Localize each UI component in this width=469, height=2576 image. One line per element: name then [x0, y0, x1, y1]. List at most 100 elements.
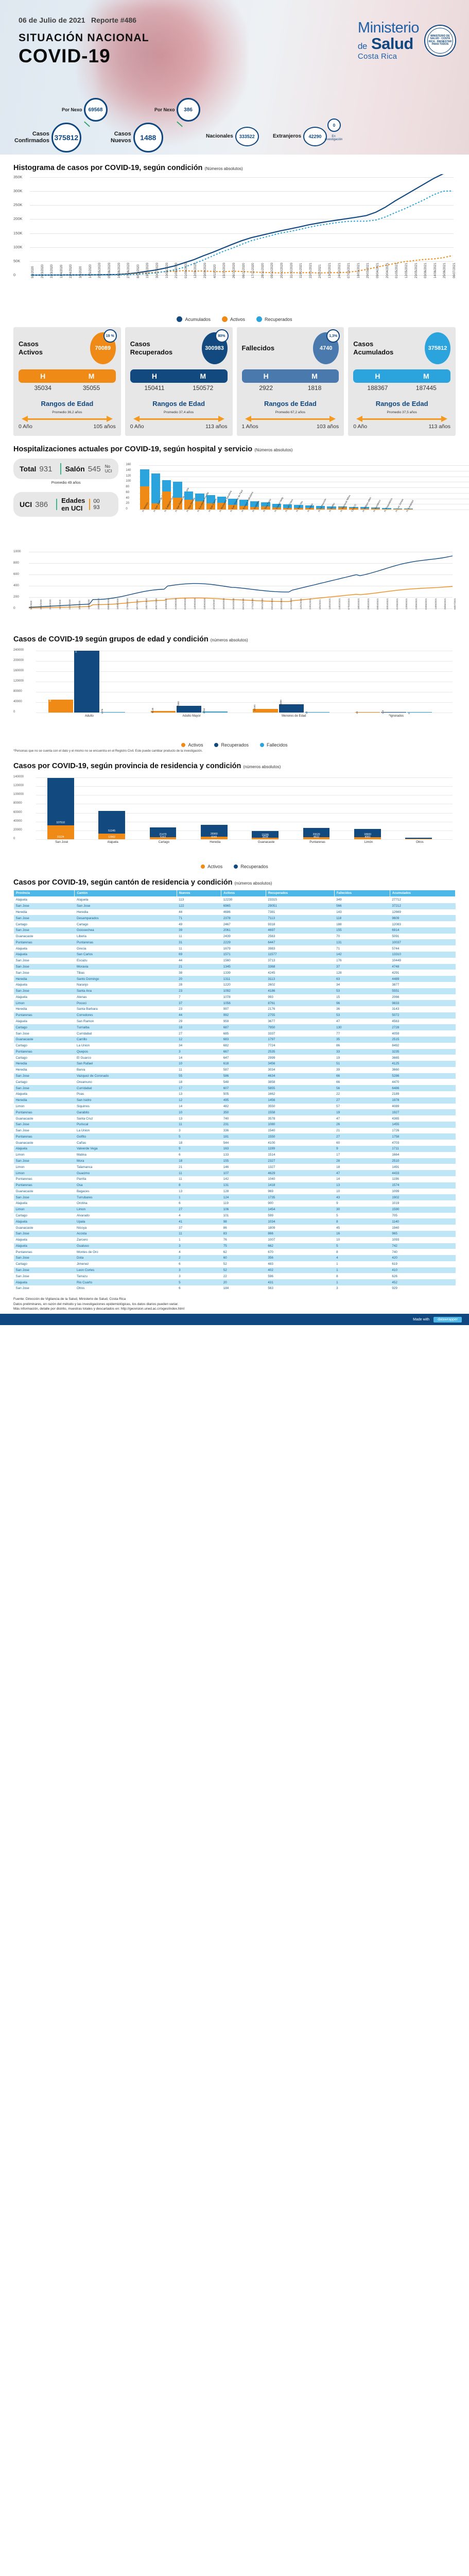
- uci-pill: UCI 386 Edades en UCI 00 93: [13, 492, 119, 517]
- bar-category-label: H. Geriátrico: [372, 499, 381, 513]
- datawrapper-chip[interactable]: datawrapper: [433, 1316, 462, 1323]
- table-cell: 181: [221, 1133, 266, 1140]
- table-row: Puntarenas Quepos 3 667 2535 33 3235: [13, 1048, 456, 1055]
- uci-value: 386: [35, 500, 48, 509]
- table-cell: 27712: [390, 896, 456, 903]
- table-cell: San Jose: [13, 1255, 75, 1261]
- category-label: Cartago: [158, 841, 170, 844]
- table-cell: Puntarenas: [13, 1133, 75, 1140]
- table-cell: 1: [334, 1267, 390, 1274]
- table-row: Guanacaste Bagaces 13 128 969 10 1099: [13, 1188, 456, 1195]
- table-cell: 2327: [266, 1158, 335, 1164]
- table-cell: 1940: [390, 1225, 456, 1231]
- x-axis-tick: 22/01/2021: [309, 598, 312, 609]
- table-cell: 4291: [390, 970, 456, 976]
- card-value-h: 35034: [34, 384, 51, 392]
- table-cell: 3: [177, 1267, 221, 1274]
- table-row: San Jose Acosta 11 83 866 16 965: [13, 1230, 456, 1237]
- table-cell: 452: [390, 1279, 456, 1285]
- table-cell: 1797: [266, 1036, 335, 1043]
- footer-link[interactable]: Más información, detalle por distrito, m…: [13, 1307, 185, 1311]
- bar-column: [404, 509, 413, 510]
- table-cell: Acosta: [74, 1230, 177, 1237]
- hospital-bar-chart: 160 140 120 100 80 60 40 20 0 H. México H. San J…: [126, 463, 469, 535]
- x-axis-tick: 30/07/2020: [155, 598, 158, 609]
- table-cell: Alajuela: [13, 1091, 75, 1097]
- bar-segment-salon: [140, 469, 149, 486]
- x-axis-tick: 01/05/2021: [395, 598, 398, 609]
- bar-segment-uci: [360, 508, 369, 510]
- table-cell: 9: [334, 1146, 390, 1152]
- table-cell: San Jose: [13, 1285, 75, 1292]
- bar-label-recuperados: 2900: [415, 835, 422, 838]
- gridline: [29, 608, 453, 609]
- column-header[interactable]: Recuperados: [265, 890, 335, 897]
- card-sex-m: M: [88, 372, 95, 380]
- column-header[interactable]: Cantón: [74, 890, 177, 897]
- table-cell: La Union: [74, 1042, 177, 1049]
- table-cell: 37212: [390, 903, 456, 909]
- table-cell: San Isidro: [74, 1097, 177, 1104]
- table-cell: 22: [221, 1273, 266, 1280]
- table-cell: 1662: [266, 1091, 335, 1097]
- table-cell: 11577: [266, 952, 335, 958]
- card-sex-m: M: [423, 372, 429, 380]
- table-cell: 15: [334, 994, 390, 1001]
- bar-column: [140, 469, 149, 510]
- table-cell: 33: [334, 1048, 390, 1055]
- histogram-x-axis: 9/3/2020 20/3/2020 31/3/2020 11/4/2020 22/4/…: [30, 263, 456, 314]
- column-header[interactable]: Acumulados: [389, 890, 456, 897]
- card-sex-split: H M: [130, 369, 228, 383]
- bar-segment-salon: [327, 506, 336, 509]
- table-cell: 3983: [266, 945, 335, 952]
- table-cell: Puntarenas: [13, 1048, 75, 1055]
- table-cell: Heredia: [13, 1097, 75, 1104]
- column-header[interactable]: Provincia: [13, 890, 75, 897]
- x-axis-tick: 10/08/2020: [165, 262, 169, 278]
- stat-nexo-confirmados: Por Nexo 69568: [62, 98, 108, 122]
- section-4-subtitle: (números absolutos): [243, 765, 281, 769]
- table-row: Alajuela Valverde Vega 9 163 1199 9 1711: [13, 1146, 456, 1152]
- card-title: Casos Recuperados: [130, 340, 173, 356]
- table-cell: 21: [177, 1164, 221, 1171]
- hospital-chart-legend: UCISALÓN: [126, 459, 469, 463]
- gridline: [36, 661, 453, 662]
- stat-label-extranjeros: Extranjeros: [273, 133, 302, 140]
- made-with-label: Made with: [413, 1317, 430, 1321]
- table-cell: 106: [221, 1206, 266, 1213]
- y-axis-tick: 0: [13, 273, 16, 277]
- bar-segment-salon: [184, 492, 194, 500]
- y-axis-tick: 50K: [13, 258, 21, 263]
- table-cell: 1726: [390, 1127, 456, 1134]
- y-axis-tick: 40: [126, 496, 130, 500]
- table-cell: 163: [221, 1146, 266, 1152]
- table-cell: 27: [177, 1206, 221, 1213]
- table-cell: 336: [221, 1127, 266, 1134]
- bar-column: [162, 480, 171, 510]
- bar-segment-salon: [305, 505, 315, 509]
- x-axis-tick: 23/09/2020: [204, 262, 207, 278]
- column-header[interactable]: Nuevos: [176, 890, 222, 897]
- table-row: Alajuela Rio Cuarto 5 20 431 1 452: [13, 1279, 456, 1285]
- x-axis-tick: 25/05/2020: [97, 598, 100, 609]
- table-cell: Heredia: [13, 976, 75, 982]
- table-cell: San Ramon: [74, 1018, 177, 1025]
- table-cell: 9609: [390, 915, 456, 922]
- column-header[interactable]: Fallecidos: [334, 890, 390, 897]
- y-axis-tick: 20000: [13, 828, 22, 832]
- table-cell: 10: [177, 1061, 221, 1067]
- table-row: Cartago Jimenez 6 52 483 1 619: [13, 1261, 456, 1267]
- gridline: [36, 839, 453, 840]
- x-axis-tick: 28/11/2020: [261, 263, 265, 278]
- table-cell: Puntarenas: [13, 1012, 75, 1019]
- x-axis-tick: 18/03/2021: [357, 262, 360, 278]
- arrow-left-icon: [245, 416, 251, 422]
- column-header[interactable]: Activos: [221, 890, 266, 897]
- salon-note: No UCI: [105, 464, 112, 473]
- stat-nexo-value-1: 69568: [83, 98, 108, 122]
- bar-segment-salon: [151, 473, 161, 503]
- table-cell: 1809: [266, 1225, 335, 1231]
- table-cell: 60: [221, 1255, 266, 1261]
- table-row: San Jose Desamparados 71 2378 7113 118 9609: [13, 915, 456, 922]
